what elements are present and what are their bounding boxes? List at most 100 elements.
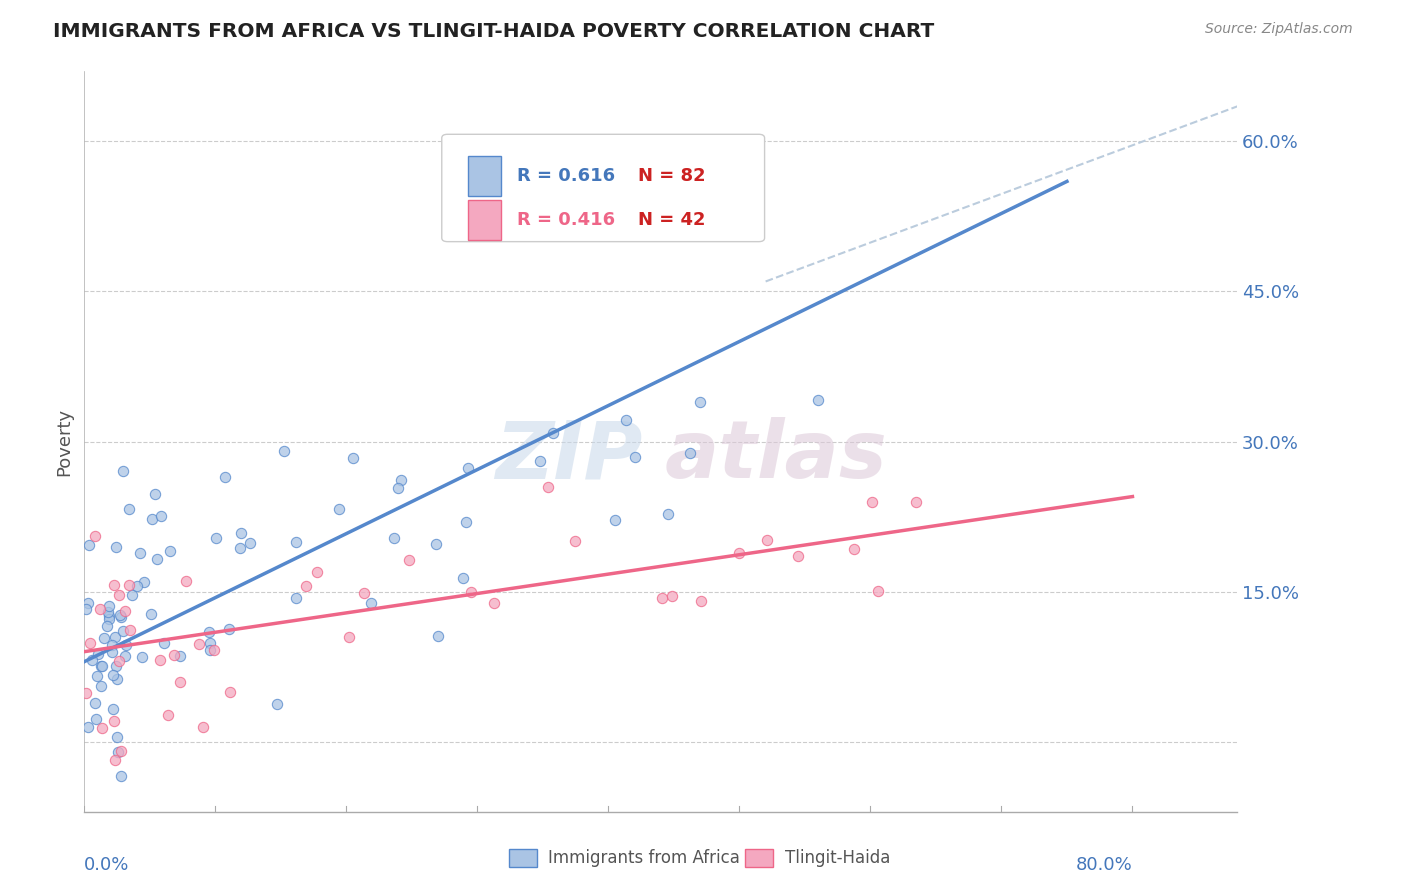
- Point: [139, 607, 162, 621]
- Point: [219, 685, 242, 699]
- Bar: [468, 155, 501, 196]
- Point: [353, 586, 375, 600]
- FancyBboxPatch shape: [441, 135, 765, 242]
- Point: [77, 596, 100, 610]
- Text: N = 82: N = 82: [638, 167, 706, 185]
- Point: [114, 649, 136, 664]
- Point: [127, 579, 149, 593]
- Point: [806, 393, 828, 408]
- Point: [905, 494, 928, 508]
- Point: [96, 619, 118, 633]
- Point: [101, 638, 124, 652]
- Point: [75, 601, 97, 615]
- Point: [285, 535, 308, 549]
- Point: [129, 546, 152, 560]
- Point: [457, 461, 479, 475]
- Point: [174, 574, 197, 588]
- Point: [866, 583, 889, 598]
- Text: R = 0.616: R = 0.616: [517, 167, 614, 185]
- Point: [118, 623, 141, 637]
- Point: [159, 544, 181, 558]
- Point: [537, 480, 560, 494]
- Point: [543, 425, 565, 440]
- Point: [110, 768, 132, 782]
- Point: [614, 413, 637, 427]
- Text: N = 42: N = 42: [638, 211, 706, 229]
- Text: Immigrants from Africa: Immigrants from Africa: [548, 849, 740, 867]
- Point: [169, 674, 191, 689]
- Text: Tlingit-Haida: Tlingit-Haida: [785, 849, 890, 867]
- Point: [84, 529, 107, 543]
- Point: [93, 632, 115, 646]
- Point: [398, 553, 420, 567]
- Point: [103, 714, 125, 729]
- Point: [104, 630, 127, 644]
- Point: [114, 603, 136, 617]
- Point: [83, 696, 105, 710]
- Point: [110, 610, 132, 624]
- Point: [89, 602, 111, 616]
- Point: [91, 658, 114, 673]
- Point: [204, 531, 226, 545]
- Point: [728, 546, 751, 560]
- Text: R = 0.416: R = 0.416: [517, 211, 614, 229]
- Point: [118, 502, 141, 516]
- Point: [131, 650, 153, 665]
- Point: [107, 672, 129, 686]
- Point: [104, 659, 127, 673]
- Point: [786, 549, 808, 563]
- Point: [107, 654, 129, 668]
- Point: [285, 591, 308, 605]
- Point: [454, 516, 477, 530]
- Point: [80, 653, 103, 667]
- Point: [115, 638, 138, 652]
- Point: [108, 607, 131, 622]
- Point: [305, 566, 328, 580]
- Point: [105, 730, 128, 744]
- Text: Source: ZipAtlas.com: Source: ZipAtlas.com: [1205, 22, 1353, 37]
- Point: [460, 585, 482, 599]
- Point: [689, 395, 711, 409]
- Text: ZIP: ZIP: [495, 417, 643, 495]
- Point: [104, 753, 127, 767]
- Point: [214, 470, 236, 484]
- Point: [389, 473, 412, 487]
- Point: [529, 454, 551, 468]
- Point: [132, 574, 155, 589]
- Point: [87, 647, 110, 661]
- Point: [97, 611, 120, 625]
- Point: [146, 552, 169, 566]
- Point: [198, 642, 221, 657]
- Point: [79, 636, 101, 650]
- Point: [200, 636, 222, 650]
- Point: [152, 636, 174, 650]
- Text: 80.0%: 80.0%: [1076, 856, 1132, 874]
- Point: [86, 712, 108, 726]
- Point: [163, 648, 186, 662]
- Point: [360, 596, 382, 610]
- Point: [141, 512, 163, 526]
- Point: [426, 629, 449, 643]
- Point: [387, 481, 409, 495]
- Point: [197, 625, 219, 640]
- Point: [118, 578, 141, 592]
- Bar: [468, 200, 501, 240]
- Point: [77, 720, 100, 734]
- Point: [342, 451, 364, 466]
- Point: [661, 589, 683, 603]
- Point: [169, 649, 191, 664]
- Point: [98, 609, 121, 624]
- Point: [679, 445, 702, 459]
- Point: [103, 702, 125, 716]
- Point: [564, 534, 586, 549]
- Point: [103, 577, 125, 591]
- Point: [605, 512, 627, 526]
- Point: [755, 533, 778, 548]
- Point: [273, 443, 295, 458]
- Text: atlas: atlas: [665, 417, 887, 495]
- Point: [328, 502, 350, 516]
- Point: [101, 668, 124, 682]
- Point: [231, 526, 253, 541]
- Point: [107, 745, 129, 759]
- Point: [624, 450, 647, 464]
